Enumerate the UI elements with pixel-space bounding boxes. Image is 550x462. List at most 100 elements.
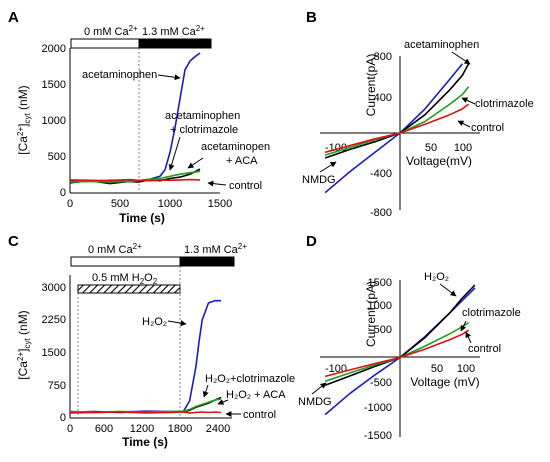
panel-letter-d: D: [306, 233, 317, 250]
panel-a-annotation: acetaminophen: [82, 69, 157, 81]
panel-a-series-acetaminopen-aca: [69, 170, 201, 183]
panel-a-xtick: 1500: [208, 198, 232, 210]
panel-c-bar-label-1-3ca: 1.3 mM Ca2+: [184, 242, 247, 256]
panel-c-annotation: control: [243, 409, 276, 421]
panel-a-arrow: [168, 136, 181, 171]
panel-c-series: [69, 299, 222, 414]
panel-a-xtick: 1000: [158, 198, 182, 210]
panel-c-ytick: 2250: [42, 314, 66, 326]
panel-a-annotations: acetaminophen acetaminophen + clotrimazo…: [82, 69, 270, 192]
panel-a-ylabel: [Ca2+]cyt (nM): [16, 85, 32, 154]
panel-d-xtick: 100: [457, 363, 475, 375]
panel-c-arrow: [217, 399, 229, 405]
panel-d-annotation: control: [468, 343, 501, 355]
panel-c-series-control: [69, 411, 222, 414]
panel-d-ytick: 500: [374, 324, 392, 336]
panel-c-xtick: 0: [67, 423, 73, 435]
panel-b-ytick: 400: [374, 92, 392, 104]
panel-c-xtick: 1800: [168, 423, 192, 435]
panel-b-annotation: clotrimazole: [475, 98, 534, 110]
panel-a-ytick: 2000: [42, 43, 66, 55]
panel-a-series: [69, 52, 201, 185]
panel-d-ytick: -1000: [364, 402, 392, 414]
panel-c-series-h2o2-aca: [69, 398, 222, 413]
panel-b-chart: 800 400 -400 -800 -100 50 100 Voltage(mV…: [302, 39, 534, 219]
panel-c-xtick: 600: [95, 423, 113, 435]
panel-b-arrow: [319, 161, 337, 173]
panel-a-ytick: 500: [48, 151, 66, 163]
panel-a-bar-0ca: [70, 38, 140, 49]
panel-b-series: [324, 63, 470, 194]
panel-b-ytick: 800: [374, 51, 392, 63]
panel-b-annotation: acetaminophen: [404, 39, 479, 51]
panel-c-bar-1-3ca: [179, 256, 235, 267]
panel-a-arrow: [207, 180, 227, 187]
panel-c-bar-0ca: [70, 256, 181, 267]
panel-a-bar-label-1-3ca: 1.3 mM Ca2+: [142, 24, 205, 38]
panel-b-arrow: [457, 120, 471, 128]
panel-c-annotation: H₂O₂+clotrimazole: [205, 373, 295, 385]
panel-d-annotation: NMDG: [298, 396, 332, 408]
panel-b-xtick: 50: [425, 142, 437, 154]
panel-a-xtick: 500: [111, 198, 129, 210]
panel-d-ylabel: Current (pA): [364, 281, 378, 347]
panel-b-ytick: -400: [370, 168, 392, 180]
panel-c-ytick: 0: [60, 412, 66, 424]
panel-a-series-control: [69, 178, 201, 182]
panel-c-xtick: 2400: [206, 423, 230, 435]
panel-b-annotation: NMDG: [302, 174, 336, 186]
panel-a-axes: [69, 48, 220, 194]
panel-b-ytick: -800: [370, 207, 392, 219]
panel-a-annotation: + ACA: [226, 155, 258, 167]
panel-d-arrow: [439, 283, 457, 297]
panel-d-series: [324, 284, 476, 416]
panel-c-ytick: 1500: [42, 347, 66, 359]
panel-c-ytick: 750: [48, 380, 66, 392]
panel-b-series-control: [324, 103, 470, 154]
panel-b-series-acetaminophen: [324, 63, 470, 159]
panel-a-bar-label-0ca: 0 mM Ca2+: [84, 24, 138, 38]
panel-c-ytick: 3000: [42, 282, 66, 294]
panel-d-axes: [320, 280, 480, 437]
panel-a-annotation: acetaminopen: [201, 141, 270, 153]
panel-b-annotations: acetaminophen clotrimazole control NMDG: [302, 39, 534, 186]
panel-b-arrow: [461, 97, 476, 105]
panel-a-arrow: [157, 74, 181, 81]
panel-c-arrow: [202, 384, 209, 398]
panel-letter-c: C: [8, 233, 19, 250]
panel-c-annotations: H₂O₂ H₂O₂+clotrimazole H₂O₂ + ACA contro…: [142, 316, 295, 421]
panel-c-arrow: [167, 320, 187, 327]
panel-a-arrow: [187, 157, 204, 169]
panel-d-annotation: H₂O₂: [424, 271, 449, 283]
panel-c-condition-bars: 0 mM Ca2+ 1.3 mM Ca2+ 0.5 mM H2O2: [70, 242, 247, 416]
panel-c-chart: 0 mM Ca2+ 1.3 mM Ca2+ 0.5 mM H2O2 3000 2…: [16, 242, 295, 449]
panel-d-series-h2o2: [324, 284, 476, 387]
panel-d-annotation: clotrimazole: [462, 307, 521, 319]
panel-a-annotation: control: [229, 180, 262, 192]
panel-d-ytick: -1500: [364, 430, 392, 442]
panel-letter-a: A: [8, 9, 19, 26]
panel-d-ytick: -500: [370, 377, 392, 389]
panel-c-xlabel: Time (s): [122, 435, 168, 449]
panel-d-chart: 1500 1000 500 -500 -1000 -1500 -100 50 1…: [298, 271, 521, 442]
panel-b-xlabel: Voltage(mV): [406, 154, 472, 168]
panel-a-annotation: + clotrimazole: [170, 124, 238, 136]
panel-letter-b: B: [306, 9, 317, 26]
panel-a-ytick: 0: [60, 187, 66, 199]
panel-c-axes: [69, 275, 232, 419]
panel-c-bar-label-0ca: 0 mM Ca2+: [88, 242, 142, 256]
panel-c-annotation: H₂O₂ + ACA: [226, 389, 286, 401]
panel-b-series-nmdg: [324, 63, 464, 194]
panel-d-xlabel: Voltage (mV): [410, 375, 479, 389]
panel-d-arrow: [465, 331, 472, 344]
panel-b-xtick: 100: [454, 142, 472, 154]
panel-c-annotation: H₂O₂: [142, 316, 167, 328]
panel-a-xtick: 0: [67, 198, 73, 210]
panel-b-arrow: [451, 51, 471, 65]
panel-a-condition-bars: 0 mM Ca2+ 1.3 mM Ca2+: [70, 24, 212, 192]
panel-a-ytick: 1500: [42, 79, 66, 91]
panel-b-ylabel: Current(pA): [364, 54, 378, 117]
panel-c-bar-label-h2o2: 0.5 mM H2O2: [92, 272, 158, 286]
panel-a-annotation: acetaminophen: [165, 110, 240, 122]
